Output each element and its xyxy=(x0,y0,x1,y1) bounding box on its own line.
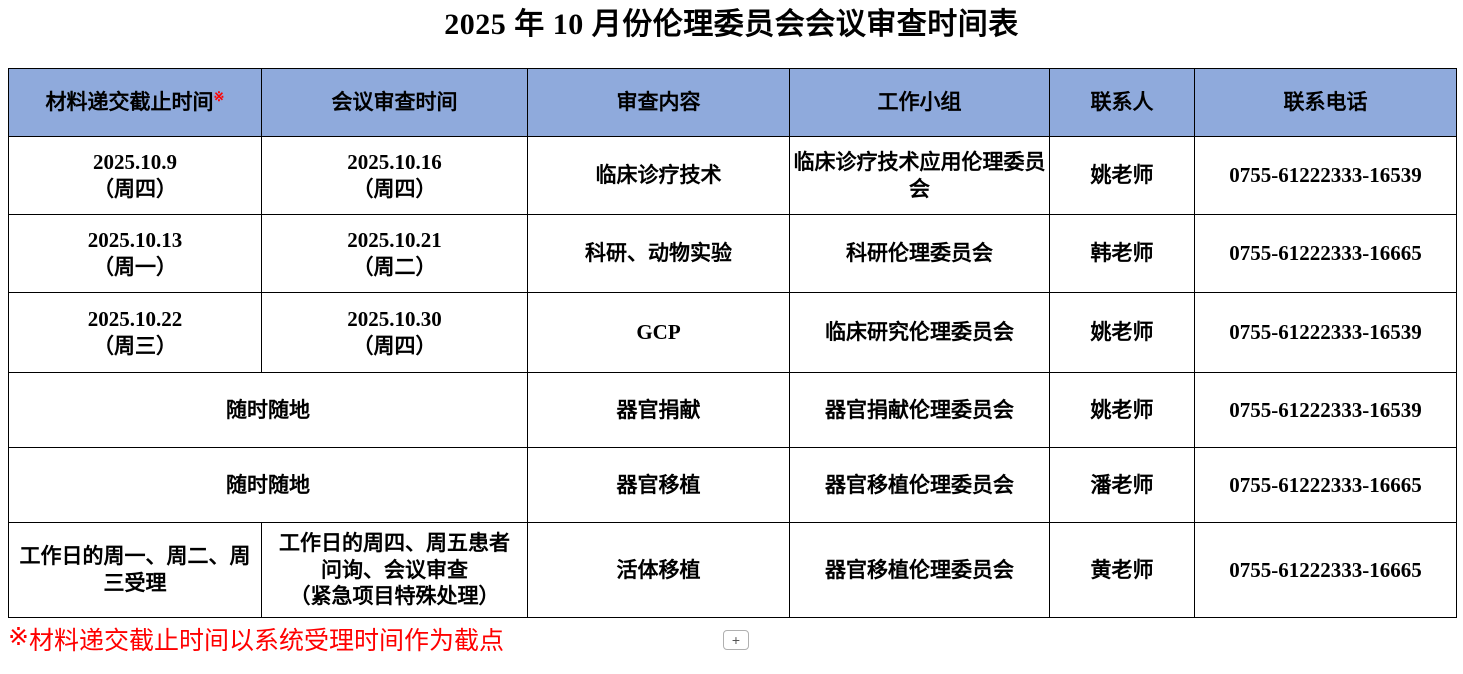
cell-working-group: 器官移植伦理委员会 xyxy=(789,522,1050,618)
column-header-review-content: 审查内容 xyxy=(527,68,790,137)
schedule-table: 材料递交截止时间※ 会议审查时间 审查内容 工作小组 联系人 联系电话 2025… xyxy=(8,68,1457,618)
header-row: 材料递交截止时间※ 会议审查时间 审查内容 工作小组 联系人 联系电话 xyxy=(8,68,1457,137)
cell-merged-time: 随时随地 xyxy=(8,372,528,448)
deadline-date: 2025.10.22 xyxy=(87,306,183,331)
asterisk-marker-icon: ※ xyxy=(213,89,225,105)
cell-contact-phone: 0755-61222333-16665 xyxy=(1194,214,1457,293)
cell-contact-phone: 0755-61222333-16665 xyxy=(1194,522,1457,618)
cell-contact-phone: 0755-61222333-16539 xyxy=(1194,372,1457,448)
cell-deadline: 工作日的周一、周二、周 三受理 xyxy=(8,522,262,618)
meeting-text-line1: 工作日的周四、周五患者 xyxy=(279,530,510,555)
page-title: 2025 年 10 月份伦理委员会会议审查时间表 xyxy=(444,8,1019,41)
cell-meeting-time: 2025.10.16 （周四） xyxy=(261,136,528,215)
footnote: ※材料递交截止时间以系统受理时间作为截点 xyxy=(8,624,504,656)
column-header-meeting-time: 会议审查时间 xyxy=(261,68,528,137)
cell-merged-time: 随时随地 xyxy=(8,447,528,523)
column-header-contact-phone: 联系电话 xyxy=(1194,68,1457,137)
deadline-text-line2: 三受理 xyxy=(103,571,167,595)
cell-contact-phone: 0755-61222333-16665 xyxy=(1194,447,1457,523)
cell-contact-person: 黄老师 xyxy=(1049,522,1195,618)
cell-meeting-time: 2025.10.21 （周二） xyxy=(261,214,528,293)
deadline-date: 2025.10.13 xyxy=(87,227,183,252)
table-row: 随时随地 器官移植 器官移植伦理委员会 潘老师 0755-61222333-16… xyxy=(8,447,1457,523)
cell-review-content: 器官移植 xyxy=(527,447,790,523)
cell-contact-person: 姚老师 xyxy=(1049,372,1195,448)
column-header-contact-person: 联系人 xyxy=(1049,68,1195,137)
meeting-weekday: （周四） xyxy=(352,176,437,201)
cell-review-content: 活体移植 xyxy=(527,522,790,618)
meeting-text-line2: 问询、会议审查 xyxy=(321,557,468,582)
cell-meeting-time: 工作日的周四、周五患者 问询、会议审查 （紧急项目特殊处理） xyxy=(261,522,528,618)
cell-contact-person: 韩老师 xyxy=(1049,214,1195,293)
cell-deadline: 2025.10.22 （周三） xyxy=(8,292,262,373)
column-header-working-group: 工作小组 xyxy=(789,68,1050,137)
schedule-table-container: 材料递交截止时间※ 会议审查时间 审查内容 工作小组 联系人 联系电话 2025… xyxy=(8,68,1457,618)
deadline-weekday: （周四） xyxy=(93,176,177,201)
meeting-text-line3: （紧急项目特殊处理） xyxy=(289,584,500,609)
cell-working-group: 临床研究伦理委员会 xyxy=(789,292,1050,373)
asterisk-marker-icon: ※ xyxy=(8,624,29,651)
cell-review-content: 科研、动物实验 xyxy=(527,214,790,293)
cell-working-group: 器官移植伦理委员会 xyxy=(789,447,1050,523)
table-body: 2025.10.9 （周四） 2025.10.16 （周四） 临床诊疗技术 临床… xyxy=(8,136,1457,618)
cell-review-content: GCP xyxy=(527,292,790,373)
table-row: 随时随地 器官捐献 器官捐献伦理委员会 姚老师 0755-61222333-16… xyxy=(8,372,1457,448)
cell-working-group: 临床诊疗技术应用伦理委员会 xyxy=(789,136,1050,215)
table-header: 材料递交截止时间※ 会议审查时间 审查内容 工作小组 联系人 联系电话 xyxy=(8,68,1457,137)
cell-meeting-time: 2025.10.30 （周四） xyxy=(261,292,528,373)
table-row: 2025.10.13 （周一） 2025.10.21 （周二） 科研、动物实验 … xyxy=(8,214,1457,293)
expand-image-button[interactable]: + xyxy=(723,630,749,650)
meeting-weekday: （周四） xyxy=(352,333,437,358)
cell-deadline: 2025.10.13 （周一） xyxy=(8,214,262,293)
column-header-deadline: 材料递交截止时间※ xyxy=(8,68,262,137)
table-row: 2025.10.22 （周三） 2025.10.30 （周四） GCP 临床研究… xyxy=(8,292,1457,373)
meeting-date: 2025.10.30 xyxy=(347,306,442,331)
cell-review-content: 临床诊疗技术 xyxy=(527,136,790,215)
deadline-weekday: （周三） xyxy=(93,333,177,358)
cell-working-group: 科研伦理委员会 xyxy=(789,214,1050,293)
meeting-date: 2025.10.21 xyxy=(347,227,442,252)
cell-contact-phone: 0755-61222333-16539 xyxy=(1194,136,1457,215)
deadline-date: 2025.10.9 xyxy=(93,149,177,174)
footnote-text: 材料递交截止时间以系统受理时间作为截点 xyxy=(28,628,504,655)
cell-review-content: 器官捐献 xyxy=(527,372,790,448)
cell-contact-person: 姚老师 xyxy=(1049,136,1195,215)
cell-deadline: 2025.10.9 （周四） xyxy=(8,136,262,215)
cell-contact-person: 潘老师 xyxy=(1049,447,1195,523)
meeting-date: 2025.10.16 xyxy=(347,149,442,174)
cell-contact-person: 姚老师 xyxy=(1049,292,1195,373)
cell-working-group: 器官捐献伦理委员会 xyxy=(789,372,1050,448)
table-row: 2025.10.9 （周四） 2025.10.16 （周四） 临床诊疗技术 临床… xyxy=(8,136,1457,215)
deadline-weekday: （周一） xyxy=(93,254,177,279)
meeting-weekday: （周二） xyxy=(352,254,437,279)
table-row: 工作日的周一、周二、周 三受理 工作日的周四、周五患者 问询、会议审查 （紧急项… xyxy=(8,522,1457,618)
cell-contact-phone: 0755-61222333-16539 xyxy=(1194,292,1457,373)
column-header-deadline-label: 材料递交截止时间 xyxy=(45,90,214,115)
deadline-text-line1: 工作日的周一、周二、周 xyxy=(19,544,251,569)
